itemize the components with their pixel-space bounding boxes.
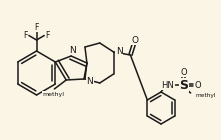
Text: F: F (45, 31, 50, 40)
Text: O: O (131, 36, 138, 45)
Text: F: F (34, 23, 39, 32)
Text: S: S (179, 79, 188, 92)
Text: N: N (69, 46, 76, 55)
Text: F: F (24, 31, 28, 40)
Text: methyl: methyl (42, 92, 64, 96)
Text: methyl: methyl (196, 94, 216, 99)
Text: O: O (180, 67, 187, 76)
Text: N: N (87, 77, 93, 86)
Text: HN: HN (162, 80, 174, 89)
Text: O: O (194, 80, 201, 89)
Text: N: N (116, 46, 122, 55)
